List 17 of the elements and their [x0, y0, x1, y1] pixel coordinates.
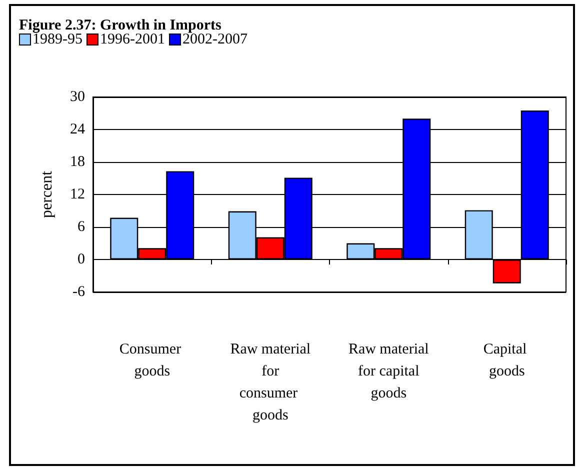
y-tick-label: 24	[70, 122, 86, 138]
bar	[492, 260, 521, 284]
x-tick-label: Consumer goods	[119, 342, 185, 380]
legend-label: 2002-2007	[182, 32, 248, 48]
x-tick-label: Capital goods	[483, 342, 530, 380]
y-tick-label: 6	[78, 219, 86, 235]
y-tick-label: 12	[70, 186, 85, 202]
y-tick-label: 30	[70, 89, 85, 105]
y-tick-label: -6	[72, 284, 86, 300]
y-tick-label: 0	[78, 252, 85, 268]
legend-label: 1996-2001	[100, 32, 165, 48]
y-tick-label: 18	[70, 154, 85, 170]
x-tick-label: Raw material for consumer goods	[230, 342, 311, 424]
x-tick-label: Raw material for capital goods	[348, 342, 429, 402]
legend-label: 1989-95	[32, 32, 82, 48]
chart-title: Figure 2.37: Growth in Imports	[19, 18, 222, 34]
y-axis-title: percent	[38, 170, 56, 218]
